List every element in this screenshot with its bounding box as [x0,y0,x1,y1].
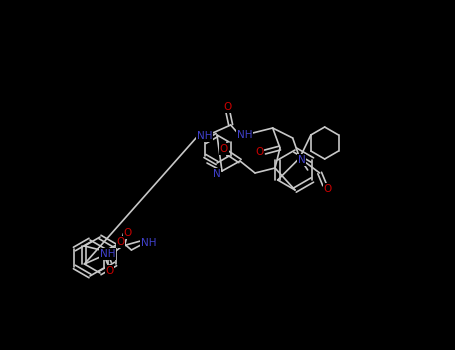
Text: NH: NH [197,131,212,141]
Text: NH: NH [237,130,253,140]
Text: O: O [105,266,114,276]
Text: NH: NH [100,249,115,259]
Text: O: O [255,147,263,157]
Text: O: O [116,237,125,247]
Text: O: O [223,102,232,112]
Text: N: N [213,169,221,179]
Text: O: O [324,184,332,194]
Text: O: O [123,228,131,238]
Text: O: O [220,144,228,154]
Text: N: N [298,155,306,165]
Text: NH: NH [141,238,156,248]
